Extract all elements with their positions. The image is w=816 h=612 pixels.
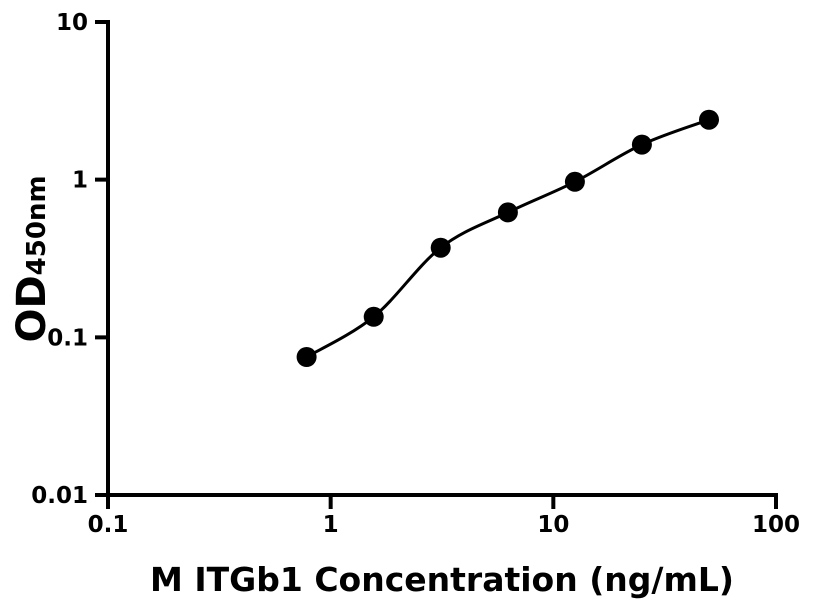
- data-point: [631, 134, 652, 155]
- x-axis: 0.1 1 10 100 M ITGb1 Concentration (ng/m…: [88, 493, 800, 599]
- data-points: [296, 109, 719, 367]
- x-axis-ticks: [106, 495, 778, 509]
- data-point: [296, 347, 317, 367]
- data-point: [497, 202, 518, 223]
- data-point: [430, 237, 451, 258]
- y-axis-title-main: OD: [9, 275, 55, 342]
- x-tick-label-100: 100: [752, 512, 800, 538]
- x-tick-label-0.1: 0.1: [88, 512, 129, 538]
- y-axis: 0.01 0.1 1 10 OD450nm: [9, 10, 110, 509]
- y-tick-label-10: 10: [56, 10, 88, 36]
- y-tick-label-1: 1: [72, 168, 88, 194]
- data-point: [699, 109, 719, 130]
- y-axis-ticks: [95, 20, 107, 497]
- y-axis-title: OD450nm: [9, 175, 55, 342]
- x-tick-label-10: 10: [537, 512, 569, 538]
- data-point: [564, 171, 585, 192]
- x-tick-label-1: 1: [323, 512, 339, 538]
- y-tick-label-0.1: 0.1: [47, 325, 88, 351]
- data-point: [363, 306, 384, 327]
- y-tick-label-0.01: 0.01: [31, 483, 88, 509]
- y-axis-title-subscript: 450nm: [22, 175, 52, 275]
- x-axis-title: M ITGb1 Concentration (ng/mL): [150, 560, 734, 599]
